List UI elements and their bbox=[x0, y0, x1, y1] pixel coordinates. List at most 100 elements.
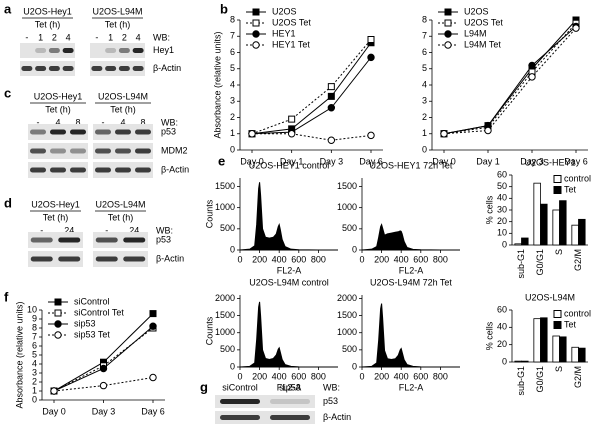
x-tick-label: 800 bbox=[433, 371, 448, 381]
legend-label: HEY1 bbox=[272, 28, 296, 38]
chart-title: U2OS-L94M bbox=[525, 292, 575, 302]
y-axis-label: % cells bbox=[484, 195, 494, 224]
x-axis-label: FL2-A bbox=[277, 382, 302, 392]
x-tick-label: Day 3 bbox=[320, 156, 344, 166]
blot-band bbox=[70, 129, 86, 135]
chart-title: U2OS-L94M 72h Tet bbox=[370, 277, 452, 287]
row-label: p53 bbox=[156, 234, 171, 244]
lane-label: - bbox=[105, 225, 108, 235]
lane-label: 24 bbox=[64, 225, 74, 235]
bar bbox=[540, 317, 548, 363]
blot-band bbox=[123, 237, 146, 243]
legend-label: L94M bbox=[464, 28, 487, 38]
y-tick-label: 6 bbox=[422, 47, 427, 57]
marker bbox=[528, 73, 536, 81]
blot-band bbox=[48, 48, 60, 53]
marker bbox=[444, 41, 452, 49]
blot-band bbox=[270, 415, 310, 420]
lane-label: - bbox=[102, 117, 105, 127]
x-tick-label: 0 bbox=[359, 371, 364, 381]
blot-time: Tet (h) bbox=[45, 104, 71, 114]
x-tick-label: Day 1 bbox=[476, 156, 500, 166]
blot-band bbox=[30, 256, 53, 262]
marker bbox=[252, 30, 260, 38]
marker bbox=[444, 30, 452, 38]
marker bbox=[444, 19, 452, 27]
blot-band bbox=[35, 48, 47, 53]
marker bbox=[99, 364, 108, 373]
blot-strip bbox=[265, 395, 315, 408]
panel-label: d bbox=[4, 195, 12, 210]
blot-band bbox=[118, 48, 130, 53]
x-tick-label: Day 6 bbox=[359, 156, 383, 166]
legend-label: control bbox=[564, 308, 591, 318]
bar bbox=[571, 224, 579, 246]
lane-label: 1 bbox=[108, 32, 113, 42]
blot-group: U2OS-L94M bbox=[92, 6, 142, 16]
bar bbox=[559, 336, 567, 363]
bar bbox=[514, 360, 522, 363]
row-label: β-Actin bbox=[323, 412, 351, 422]
x-tick-label: 400 bbox=[394, 254, 409, 264]
marker bbox=[528, 61, 536, 70]
y-tick-label: 2 bbox=[32, 376, 37, 386]
bar bbox=[514, 243, 522, 246]
y-tick-label: 4 bbox=[422, 79, 427, 89]
panel-label: c bbox=[4, 85, 11, 100]
bar bbox=[571, 346, 579, 363]
panel-label: g bbox=[200, 379, 208, 394]
x-tick-label: Day 0 bbox=[42, 406, 66, 416]
blot-time: Tet (h) bbox=[110, 104, 136, 114]
x-tick-label: 600 bbox=[413, 371, 428, 381]
x-tick-label: G0/G1 bbox=[535, 366, 545, 393]
blot-group: U2OS-Hey1 bbox=[23, 6, 72, 16]
marker bbox=[287, 130, 296, 138]
blot-strip bbox=[28, 232, 83, 248]
lane-label: - bbox=[40, 225, 43, 235]
marker bbox=[54, 309, 62, 317]
y-tick-label: 5 bbox=[230, 63, 235, 73]
y-tick-label: 0 bbox=[230, 361, 235, 371]
blot-band bbox=[58, 237, 81, 243]
x-tick-label: 800 bbox=[311, 254, 326, 264]
y-tick-label: 8 bbox=[230, 14, 235, 24]
histogram bbox=[239, 301, 338, 368]
x-tick-label: 200 bbox=[252, 371, 267, 381]
x-tick-label: 600 bbox=[291, 254, 306, 264]
y-tick-label: 7 bbox=[32, 331, 37, 341]
x-tick-label: Day 0 bbox=[240, 156, 264, 166]
blot-group: U2OS-L94M bbox=[98, 91, 148, 101]
panel-label: b bbox=[220, 1, 228, 16]
legend-label: siControl Tet bbox=[74, 307, 124, 317]
lane-label: 8 bbox=[140, 117, 145, 127]
x-tick-label: 0 bbox=[237, 371, 242, 381]
x-axis-label: FL2-A bbox=[399, 382, 424, 392]
wb-label: WB: bbox=[153, 32, 170, 42]
x-tick-label: 400 bbox=[394, 371, 409, 381]
x-tick-label: 600 bbox=[291, 371, 306, 381]
bar bbox=[552, 209, 560, 246]
blot-band bbox=[123, 256, 146, 262]
y-tick-label: 1000 bbox=[337, 202, 357, 212]
x-tick-label: 0 bbox=[237, 254, 242, 264]
lane-label: 4 bbox=[120, 117, 125, 127]
blot-band bbox=[21, 66, 33, 71]
x-tick-label: 0 bbox=[359, 254, 364, 264]
lane-label: 8 bbox=[75, 117, 80, 127]
x-axis-label: FL2-A bbox=[277, 265, 302, 275]
x-tick-label: 200 bbox=[252, 254, 267, 264]
blot-band bbox=[220, 415, 260, 420]
y-tick-label: 30 bbox=[497, 204, 507, 214]
chart-title: U2OS-HEY1 control bbox=[249, 160, 330, 170]
x-tick-label: 800 bbox=[311, 371, 326, 381]
bar bbox=[578, 218, 586, 246]
legend-label: Tet bbox=[564, 319, 577, 329]
lane-label: 24 bbox=[129, 225, 139, 235]
y-tick-label: 60 bbox=[497, 304, 507, 314]
x-tick-label: Day 6 bbox=[141, 406, 165, 416]
y-tick-label: 5 bbox=[32, 349, 37, 359]
blot-band bbox=[135, 129, 151, 135]
blot-band bbox=[58, 256, 81, 262]
marker bbox=[288, 115, 296, 123]
y-tick-label: 1500 bbox=[337, 310, 357, 320]
